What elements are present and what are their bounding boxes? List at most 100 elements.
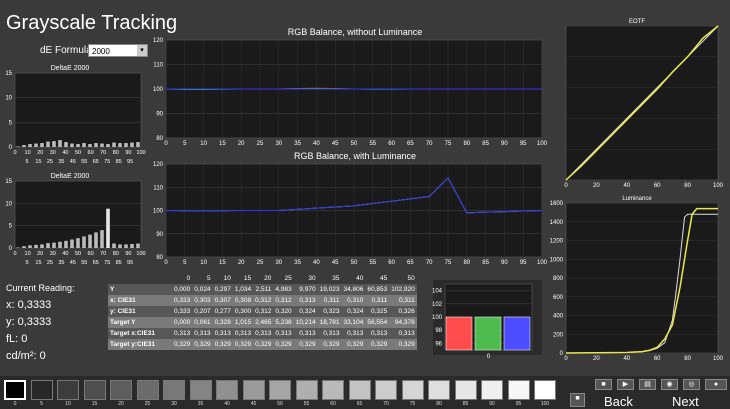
x-tick-label: 45 bbox=[70, 159, 76, 165]
table-header-cell: 5 bbox=[192, 273, 213, 284]
grayscale-swatch[interactable] bbox=[136, 380, 159, 400]
deltae-bar bbox=[40, 244, 44, 248]
eye-icon[interactable]: ◉ bbox=[661, 379, 678, 390]
x-tick-label: 50 bbox=[351, 260, 358, 266]
table-cell: 0,310 bbox=[341, 295, 366, 306]
y-tick-label: 90 bbox=[156, 232, 163, 238]
table-cell: 0,308 bbox=[232, 295, 254, 306]
grayscale-swatch[interactable] bbox=[83, 380, 106, 400]
grayscale-swatch[interactable] bbox=[163, 380, 185, 400]
x-tick-label: 45 bbox=[70, 260, 76, 266]
table-cell: 0,313 bbox=[317, 328, 342, 339]
eotf-chart: EOTF 0 20 40 60 80 100 bbox=[564, 19, 723, 189]
y-tick-label: 15 bbox=[5, 179, 12, 185]
table-cell: 0,313 bbox=[212, 328, 233, 339]
x-tick-label: 0 bbox=[164, 141, 168, 147]
table-cell: 0,329 bbox=[341, 339, 366, 350]
x-tick-label: 70 bbox=[100, 251, 106, 257]
play-icon[interactable]: ▶ bbox=[617, 379, 634, 390]
rgb-bar bbox=[474, 316, 502, 351]
de-formula-select[interactable]: 2000 ▾ bbox=[88, 44, 148, 57]
table-header-cell: 40 bbox=[341, 273, 366, 284]
grayscale-swatch[interactable] bbox=[401, 380, 424, 400]
table-header-cell: 10 bbox=[212, 273, 233, 284]
x-tick-label: 100 bbox=[136, 150, 145, 156]
y-tick-label: 120 bbox=[153, 162, 164, 168]
grayscale-swatch[interactable] bbox=[454, 380, 477, 400]
deltae-bar bbox=[40, 143, 44, 147]
table-cell: 1,015 bbox=[232, 317, 254, 328]
grayscale-swatch[interactable] bbox=[216, 380, 238, 400]
grayscale-swatch[interactable] bbox=[507, 380, 530, 400]
table-cell: 0,311 bbox=[389, 295, 417, 306]
settings-icon[interactable]: ◎ bbox=[683, 379, 700, 390]
table-cell: 9,970 bbox=[293, 284, 318, 295]
rgb-lum-title: RGB Balance, with Luminance bbox=[294, 151, 416, 161]
x-tick-label: 100 bbox=[537, 260, 548, 266]
toggle-icon[interactable]: ● bbox=[705, 379, 727, 390]
x-tick-label: 55 bbox=[369, 260, 376, 266]
x-tick-label: 80 bbox=[113, 251, 119, 257]
x-tick-label: 55 bbox=[81, 260, 87, 266]
x-tick-label: 20 bbox=[593, 183, 600, 189]
table-cell: 0,329 bbox=[232, 339, 254, 350]
x-tick-label: 80 bbox=[684, 356, 691, 362]
grayscale-swatch[interactable] bbox=[110, 380, 132, 400]
x-tick-label: 0 bbox=[564, 183, 568, 189]
reading-fl: fL: 0 bbox=[6, 333, 28, 345]
grayscale-swatch[interactable] bbox=[57, 380, 79, 400]
x-tick-label: 65 bbox=[93, 159, 99, 165]
deltae-bar bbox=[52, 242, 56, 248]
deltae-bar bbox=[22, 246, 26, 248]
deltae-bar bbox=[76, 238, 80, 248]
y-tick-label: 1200 bbox=[550, 239, 564, 245]
grayscale-swatch[interactable] bbox=[534, 380, 556, 400]
grayscale-swatch[interactable] bbox=[189, 380, 212, 400]
grayscale-swatch[interactable] bbox=[4, 380, 26, 400]
save-icon[interactable]: ▤ bbox=[639, 379, 656, 390]
table-cell: 0,312 bbox=[253, 306, 274, 317]
grayscale-swatch[interactable] bbox=[295, 380, 318, 400]
grayscale-swatch[interactable] bbox=[242, 380, 265, 400]
table-header-cell: 20 bbox=[253, 273, 274, 284]
back-button[interactable]: Back bbox=[604, 394, 633, 409]
table-cell: 60,853 bbox=[365, 284, 390, 295]
x-tick-label: 70 bbox=[426, 141, 433, 147]
deltae-bar bbox=[76, 144, 80, 147]
y-tick-label: 1000 bbox=[550, 257, 564, 263]
y-tick-label: 0 bbox=[9, 145, 13, 151]
stop-square-icon[interactable]: ■ bbox=[570, 393, 585, 407]
table-cell: 102,920 bbox=[389, 284, 417, 295]
next-button[interactable]: Next bbox=[672, 394, 699, 409]
grayscale-swatch[interactable] bbox=[30, 380, 53, 400]
deltae-bar bbox=[28, 144, 32, 147]
table-cell: 0,313 bbox=[172, 328, 193, 339]
current-reading-heading: Current Reading: bbox=[6, 283, 75, 293]
y-tick-label: 80 bbox=[156, 136, 163, 142]
x-tick-label: 90 bbox=[501, 141, 508, 147]
grayscale-swatch[interactable] bbox=[428, 380, 450, 400]
table-cell: 2,511 bbox=[253, 284, 274, 295]
grayscale-swatch[interactable] bbox=[322, 380, 344, 400]
grayscale-swatch[interactable] bbox=[375, 380, 397, 400]
table-cell: 0,329 bbox=[293, 339, 318, 350]
deltae-bar bbox=[100, 230, 104, 248]
y-tick-label: 100 bbox=[153, 87, 164, 93]
deltae-bottom-title: DeltaE 2000 bbox=[51, 173, 90, 180]
grayscale-swatch[interactable] bbox=[269, 380, 291, 400]
x-tick-label: 30 bbox=[50, 251, 56, 257]
swatch-label: 60 bbox=[330, 401, 336, 407]
grayscale-swatch[interactable] bbox=[348, 380, 371, 400]
stop-icon[interactable]: ■ bbox=[595, 379, 612, 390]
x-tick-label: 0 bbox=[564, 356, 568, 362]
x-tick-label: 80 bbox=[684, 183, 691, 189]
grayscale-swatch[interactable] bbox=[481, 380, 503, 400]
x-axis-label: 0 bbox=[487, 354, 491, 360]
x-tick-label: 5 bbox=[25, 159, 28, 165]
x-tick-label: 90 bbox=[125, 251, 131, 257]
swatch-label: 25 bbox=[144, 401, 151, 407]
table-cell: 19,023 bbox=[317, 284, 342, 295]
y-tick-label: 102 bbox=[432, 302, 443, 308]
luminance-title: Luminance bbox=[622, 196, 652, 202]
